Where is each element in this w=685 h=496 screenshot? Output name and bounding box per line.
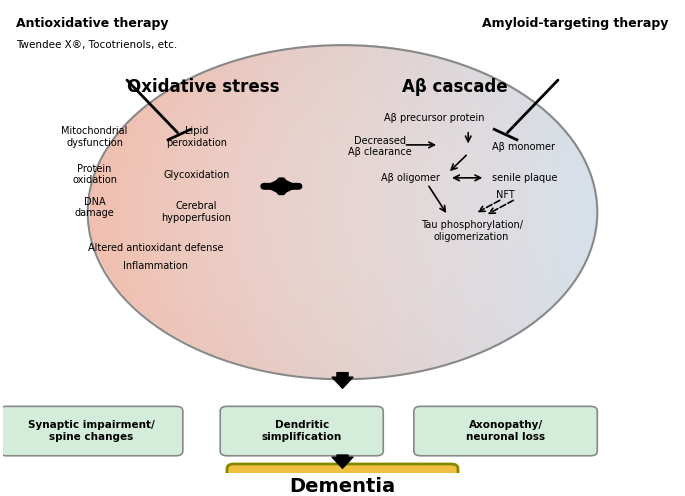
Text: Tau phosphorylation/
oligomerization: Tau phosphorylation/ oligomerization bbox=[421, 220, 523, 242]
Text: Lipid
peroxidation: Lipid peroxidation bbox=[166, 126, 227, 148]
FancyBboxPatch shape bbox=[220, 406, 384, 456]
Text: Cerebral
hypoperfusion: Cerebral hypoperfusion bbox=[162, 201, 232, 223]
Text: Dendritic
simplification: Dendritic simplification bbox=[262, 420, 342, 442]
Text: DNA
damage: DNA damage bbox=[75, 197, 114, 218]
Text: Twendee X®, Tocotrienols, etc.: Twendee X®, Tocotrienols, etc. bbox=[16, 41, 177, 51]
FancyArrowPatch shape bbox=[332, 455, 353, 468]
Text: Dementia: Dementia bbox=[290, 477, 395, 496]
Text: Axonopathy/
neuronal loss: Axonopathy/ neuronal loss bbox=[466, 420, 545, 442]
Text: Aβ oligomer: Aβ oligomer bbox=[381, 173, 440, 183]
Text: Inflammation: Inflammation bbox=[123, 261, 188, 271]
FancyBboxPatch shape bbox=[414, 406, 597, 456]
Text: Decreased
Aβ clearance: Decreased Aβ clearance bbox=[348, 135, 412, 157]
Text: Amyloid-targeting therapy: Amyloid-targeting therapy bbox=[482, 17, 669, 30]
Text: Antioxidative therapy: Antioxidative therapy bbox=[16, 17, 169, 30]
Text: Altered antioxidant defense: Altered antioxidant defense bbox=[88, 243, 223, 252]
FancyBboxPatch shape bbox=[0, 406, 183, 456]
Text: Oxidative stress: Oxidative stress bbox=[127, 78, 279, 97]
Text: Protein
oxidation: Protein oxidation bbox=[72, 164, 117, 186]
Text: NFT: NFT bbox=[496, 190, 515, 200]
Text: Aβ monomer: Aβ monomer bbox=[492, 142, 555, 152]
FancyBboxPatch shape bbox=[227, 464, 458, 496]
Text: Synaptic impairment/
spine changes: Synaptic impairment/ spine changes bbox=[27, 420, 155, 442]
Text: Mitochondrial
dysfunction: Mitochondrial dysfunction bbox=[62, 126, 127, 148]
Text: Glycoxidation: Glycoxidation bbox=[163, 170, 229, 180]
Text: Aβ cascade: Aβ cascade bbox=[402, 78, 508, 97]
FancyArrowPatch shape bbox=[332, 372, 353, 388]
Text: senile plaque: senile plaque bbox=[492, 173, 558, 183]
Text: Aβ precursor protein: Aβ precursor protein bbox=[384, 113, 484, 123]
